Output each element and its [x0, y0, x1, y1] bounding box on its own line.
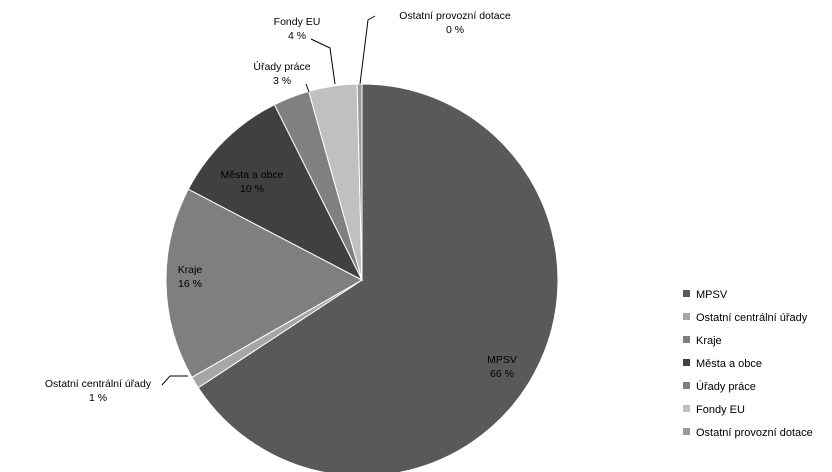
- slice-pct-mesta-a-obce: 10 %: [240, 183, 264, 195]
- leader-line-fondy-eu: [310, 38, 336, 85]
- slice-label-ostatni-provozni-dotace: Ostatní provozní dotace: [399, 10, 511, 22]
- legend-swatch-mpsv: [683, 290, 690, 297]
- slice-label-urady-prace: Úřady práce: [253, 60, 310, 73]
- legend: MPSV Ostatní centrální úřady Kraje Města a …: [683, 289, 813, 439]
- leader-line-ostatni-provozni-dotace: [359, 15, 376, 85]
- slice-pct-ostatni-provozni-dotace: 0 %: [446, 24, 464, 36]
- legend-swatch-kraje: [683, 336, 690, 343]
- leader-line-urady-prace: [305, 83, 310, 93]
- legend-label-urady-prace: Úřady práce: [696, 380, 756, 393]
- slice-kraje: [165, 188, 364, 378]
- slice-pct-kraje: 16 %: [178, 278, 202, 290]
- slice-pct-urady-prace: 3 %: [273, 75, 291, 87]
- slice-label-mesta-a-obce: Města a obce: [220, 169, 283, 181]
- legend-swatch-urady-prace: [683, 382, 690, 389]
- legend-label-mpsv: MPSV: [696, 289, 728, 301]
- legend-label-ostatni-centralni-urady: Ostatní centrální úřady: [696, 312, 808, 324]
- slice-labels: MPSV 66 % Ostatní centrální úřady 1 % Kraje 1…: [45, 10, 517, 404]
- legend-label-mesta-a-obce: Města a obce: [696, 358, 762, 370]
- legend-swatch-fondy-eu: [683, 405, 690, 412]
- pie-slices: [165, 83, 559, 472]
- legend-swatch-mesta-a-obce: [683, 359, 690, 366]
- slice-pct-ostatni-centralni-urady: 1 %: [89, 392, 107, 404]
- slice-label-kraje: Kraje: [178, 264, 203, 276]
- slice-mpsv: [197, 83, 559, 472]
- slice-label-fondy-eu: Fondy EU: [274, 16, 321, 28]
- legend-swatch-ostatni-centralni-urady: [683, 313, 690, 320]
- slice-ostatni-provozni-dotace: [356, 83, 363, 281]
- legend-label-kraje: Kraje: [696, 335, 722, 347]
- slice-pct-fondy-eu: 4 %: [288, 30, 306, 42]
- slice-label-ostatni-centralni-urady: Ostatní centrální úřady: [45, 378, 152, 390]
- leader-line-ostatni-centralni-urady: [161, 375, 188, 386]
- slice-pct-mpsv: 66 %: [490, 368, 514, 380]
- legend-label-ostatni-provozni-dotace: Ostatní provozní dotace: [696, 427, 813, 439]
- slice-label-mpsv: MPSV: [487, 354, 517, 366]
- legend-label-fondy-eu: Fondy EU: [696, 404, 745, 416]
- legend-swatch-ostatni-provozni-dotace: [683, 428, 690, 435]
- slice-mesta-a-obce: [187, 103, 364, 282]
